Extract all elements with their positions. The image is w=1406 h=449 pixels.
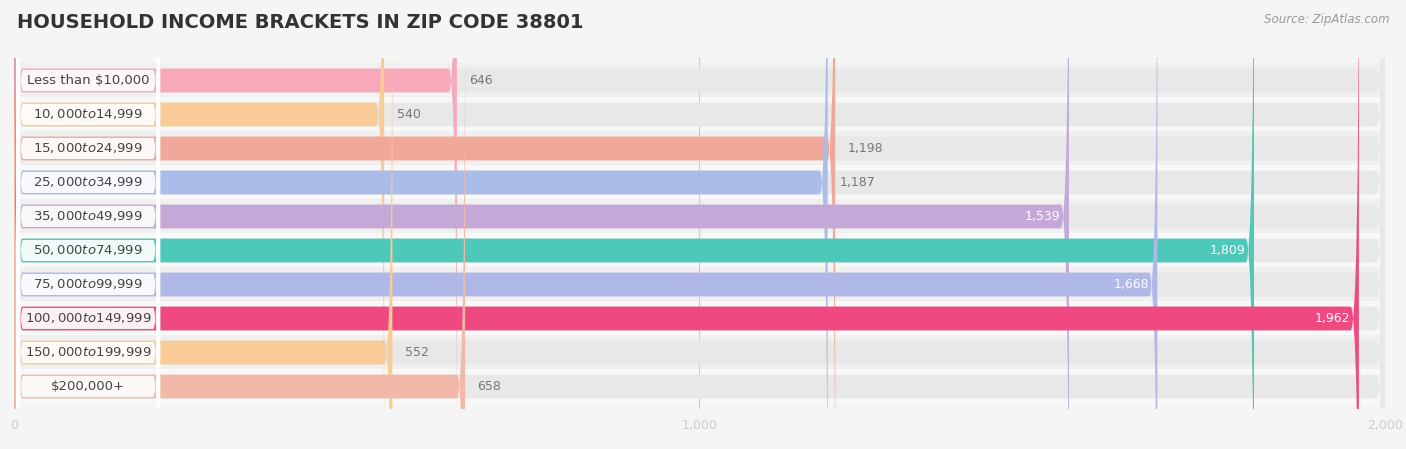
FancyBboxPatch shape (15, 23, 160, 449)
FancyBboxPatch shape (14, 0, 465, 449)
FancyBboxPatch shape (14, 0, 1358, 449)
Text: 1,668: 1,668 (1114, 278, 1149, 291)
FancyBboxPatch shape (15, 0, 160, 449)
Text: $75,000 to $99,999: $75,000 to $99,999 (34, 277, 143, 291)
FancyBboxPatch shape (15, 0, 160, 449)
Text: $35,000 to $49,999: $35,000 to $49,999 (34, 210, 143, 224)
Text: 658: 658 (478, 380, 502, 393)
Text: 552: 552 (405, 346, 429, 359)
FancyBboxPatch shape (14, 0, 835, 449)
Text: $50,000 to $74,999: $50,000 to $74,999 (34, 243, 143, 257)
FancyBboxPatch shape (14, 0, 1157, 449)
FancyBboxPatch shape (14, 0, 1254, 449)
FancyBboxPatch shape (14, 0, 1385, 449)
FancyBboxPatch shape (15, 0, 160, 449)
FancyBboxPatch shape (0, 335, 1406, 370)
Text: 1,809: 1,809 (1211, 244, 1246, 257)
FancyBboxPatch shape (14, 0, 457, 449)
FancyBboxPatch shape (14, 0, 1385, 449)
FancyBboxPatch shape (14, 0, 1385, 449)
Text: $100,000 to $149,999: $100,000 to $149,999 (25, 312, 152, 326)
FancyBboxPatch shape (0, 268, 1406, 301)
FancyBboxPatch shape (15, 0, 160, 449)
FancyBboxPatch shape (14, 0, 1385, 449)
FancyBboxPatch shape (14, 0, 1385, 449)
Text: 540: 540 (396, 108, 420, 121)
FancyBboxPatch shape (14, 0, 384, 449)
FancyBboxPatch shape (0, 166, 1406, 199)
Text: $15,000 to $24,999: $15,000 to $24,999 (34, 141, 143, 155)
FancyBboxPatch shape (14, 0, 392, 449)
FancyBboxPatch shape (15, 57, 160, 449)
FancyBboxPatch shape (14, 0, 1385, 449)
Text: Source: ZipAtlas.com: Source: ZipAtlas.com (1264, 13, 1389, 26)
FancyBboxPatch shape (0, 63, 1406, 97)
Text: 646: 646 (470, 74, 494, 87)
FancyBboxPatch shape (14, 0, 1069, 449)
FancyBboxPatch shape (14, 0, 1385, 449)
FancyBboxPatch shape (15, 0, 160, 444)
Text: 1,962: 1,962 (1315, 312, 1351, 325)
FancyBboxPatch shape (0, 132, 1406, 166)
FancyBboxPatch shape (15, 0, 160, 449)
FancyBboxPatch shape (0, 97, 1406, 132)
Text: $25,000 to $34,999: $25,000 to $34,999 (34, 176, 143, 189)
Text: 1,187: 1,187 (839, 176, 876, 189)
FancyBboxPatch shape (0, 233, 1406, 268)
Text: HOUSEHOLD INCOME BRACKETS IN ZIP CODE 38801: HOUSEHOLD INCOME BRACKETS IN ZIP CODE 38… (17, 13, 583, 32)
Text: $200,000+: $200,000+ (51, 380, 125, 393)
Text: $10,000 to $14,999: $10,000 to $14,999 (34, 107, 143, 122)
FancyBboxPatch shape (14, 0, 828, 449)
Text: 1,539: 1,539 (1025, 210, 1060, 223)
FancyBboxPatch shape (14, 0, 1385, 449)
FancyBboxPatch shape (0, 370, 1406, 404)
FancyBboxPatch shape (14, 0, 1385, 449)
FancyBboxPatch shape (0, 199, 1406, 233)
Text: 1,198: 1,198 (848, 142, 883, 155)
FancyBboxPatch shape (15, 0, 160, 449)
Text: Less than $10,000: Less than $10,000 (27, 74, 149, 87)
Text: $150,000 to $199,999: $150,000 to $199,999 (25, 345, 152, 360)
FancyBboxPatch shape (0, 301, 1406, 335)
FancyBboxPatch shape (14, 0, 1385, 449)
FancyBboxPatch shape (15, 0, 160, 410)
